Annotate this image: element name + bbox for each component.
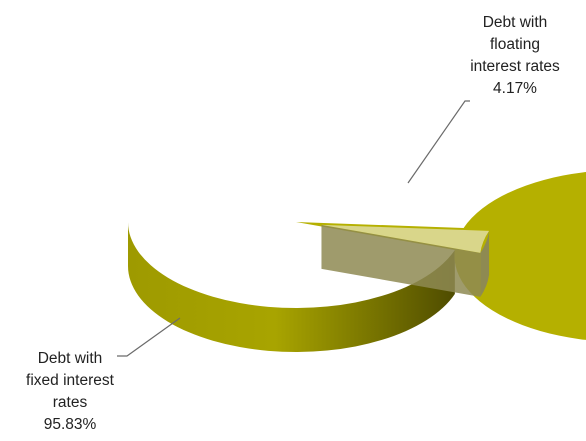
slice-label-floating-line-2: floating [490,36,540,53]
slice-cut-floating [321,224,481,297]
slice-label-floating-line-3: interest rates [470,58,560,75]
slice-label-fixed-line-1: Debt with [37,350,103,367]
slice-label-floating: Debt with floating interest rates 4.17% [448,12,582,100]
slice-label-floating-line-1: Debt with [482,14,548,31]
slice-label-fixed-line-3: rates [52,394,88,411]
leader-line-floating [407,100,470,184]
leader-line-fixed [117,317,181,357]
slice-value-fixed: 95.83% [43,416,97,433]
slice-side-fixed [128,222,455,353]
slice-label-fixed: Debt with fixed interest rates 95.83% [2,348,138,436]
slice-side-floating [480,230,490,297]
slice-fixed [296,172,586,340]
slice-floating [321,224,490,253]
slice-value-floating: 4.17% [493,80,537,97]
slice-label-fixed-line-2: fixed interest [26,372,114,389]
